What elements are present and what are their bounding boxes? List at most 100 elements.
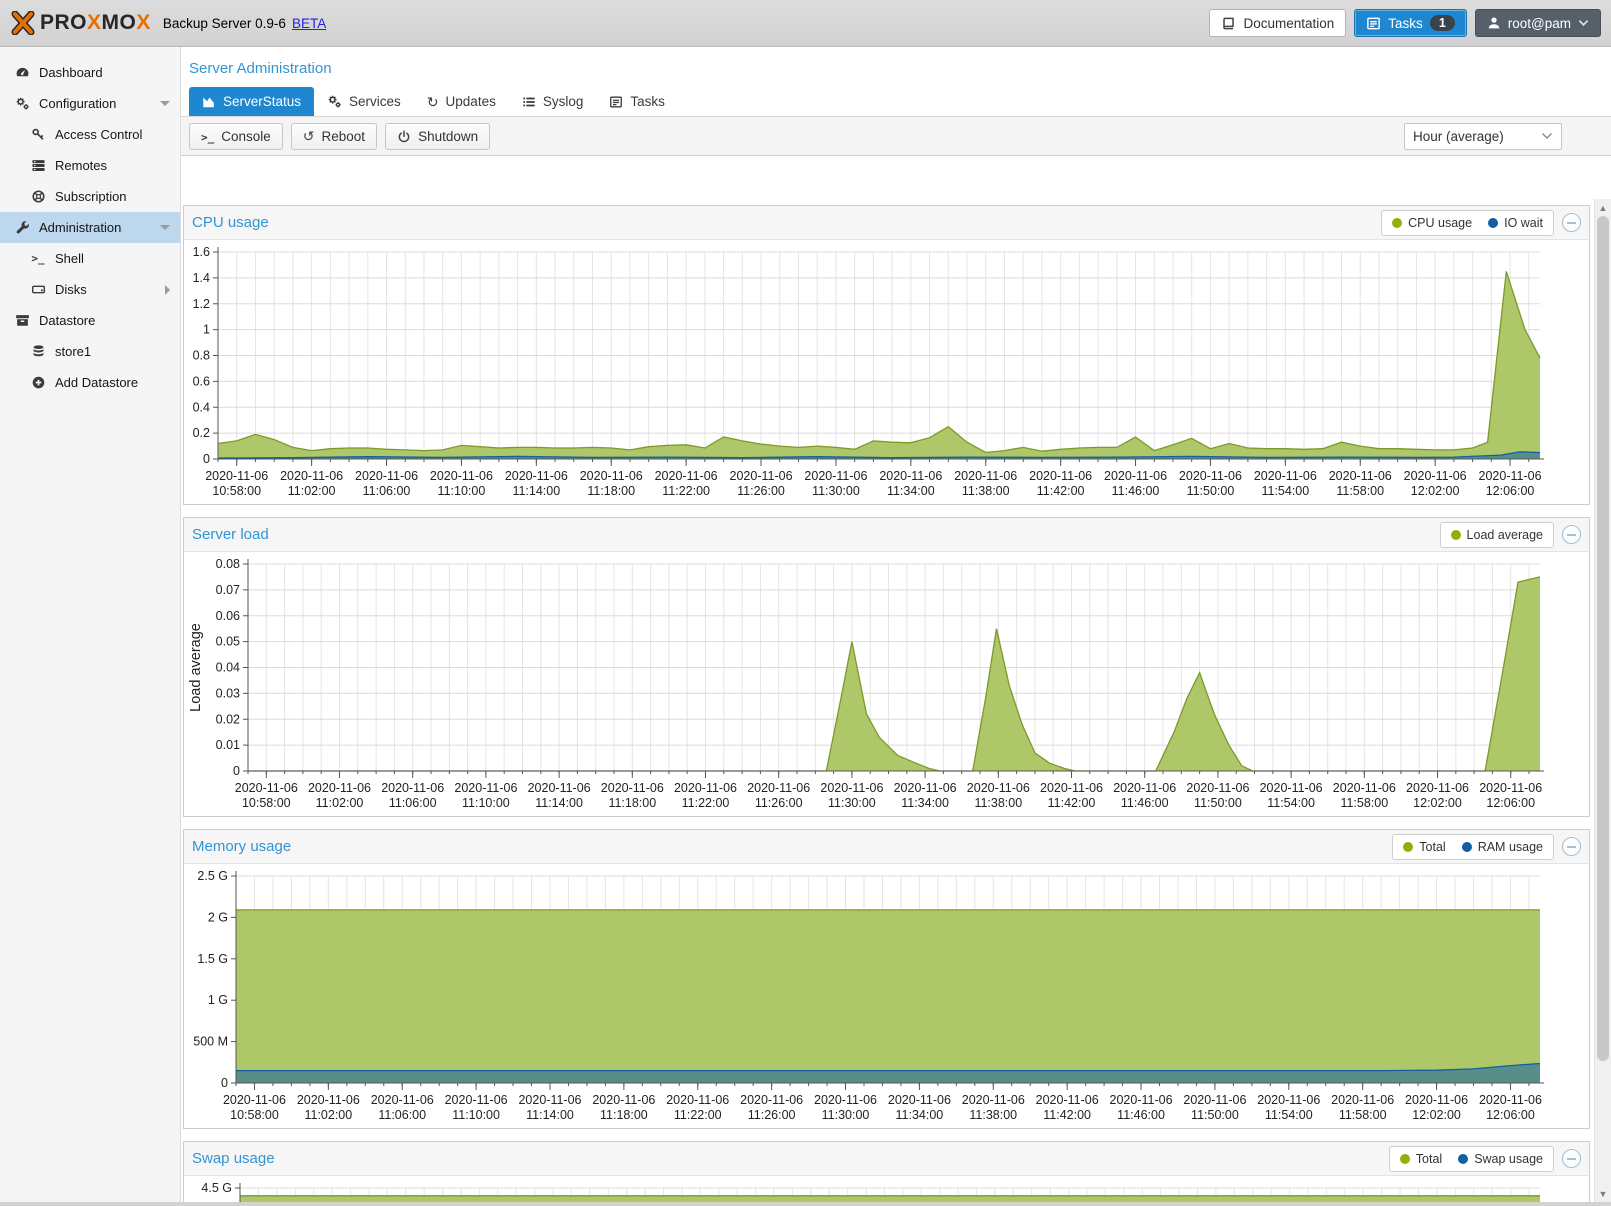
undo-icon: ↺ xyxy=(302,128,315,144)
svg-text:2020-11-06: 2020-11-06 xyxy=(1479,1093,1542,1107)
memory-usage-panel: Memory usage Total RAM usage 0 500 M 1 G 1.… xyxy=(183,829,1590,1129)
svg-text:11:50:00: 11:50:00 xyxy=(1191,1108,1239,1122)
svg-text:11:06:00: 11:06:00 xyxy=(363,484,411,498)
proxmox-x-icon xyxy=(11,11,35,35)
svg-text:0: 0 xyxy=(221,1076,228,1090)
sidebar-item-store1[interactable]: store1 xyxy=(0,336,180,367)
plus-circle-icon xyxy=(28,375,48,390)
terminal-icon: >_ xyxy=(31,252,45,265)
tab-services[interactable]: Services xyxy=(314,87,414,116)
svg-text:2020-11-06: 2020-11-06 xyxy=(1104,469,1167,483)
svg-text:2020-11-06: 2020-11-06 xyxy=(674,781,737,795)
sidebar-item-subscription[interactable]: Subscription xyxy=(0,181,180,212)
svg-text:2020-11-06: 2020-11-06 xyxy=(954,469,1017,483)
svg-text:2020-11-06: 2020-11-06 xyxy=(1183,1093,1246,1107)
svg-text:2020-11-06: 2020-11-06 xyxy=(666,1093,729,1107)
svg-text:12:02:00: 12:02:00 xyxy=(1412,1108,1461,1122)
tab-syslog[interactable]: Syslog xyxy=(509,87,597,116)
tab-updates[interactable]: ↻ Updates xyxy=(426,93,496,110)
legend-total[interactable]: Total xyxy=(1403,840,1446,854)
beta-link[interactable]: BETA xyxy=(291,15,327,31)
life-ring-icon xyxy=(28,189,48,204)
vertical-scrollbar[interactable]: ▲ ▼ xyxy=(1594,199,1611,1202)
svg-text:2020-11-06: 2020-11-06 xyxy=(894,781,957,795)
svg-text:0.07: 0.07 xyxy=(216,583,240,597)
svg-text:1 G: 1 G xyxy=(208,993,228,1007)
sidebar-item-access-control[interactable]: Access Control xyxy=(0,119,180,150)
svg-text:2020-11-06: 2020-11-06 xyxy=(1040,781,1103,795)
shutdown-button[interactable]: Shutdown xyxy=(385,122,491,150)
svg-text:2020-11-06: 2020-11-06 xyxy=(223,1093,286,1107)
scroll-up-arrow[interactable]: ▲ xyxy=(1598,202,1608,213)
user-icon xyxy=(1488,17,1500,29)
sidebar-item-remotes[interactable]: Remotes xyxy=(0,150,180,181)
sidebar-item-administration[interactable]: Administration xyxy=(0,212,180,243)
svg-text:2020-11-06: 2020-11-06 xyxy=(235,781,298,795)
collapse-arrow-icon[interactable] xyxy=(160,225,170,230)
svg-text:2020-11-06: 2020-11-06 xyxy=(1110,1093,1173,1107)
svg-text:2020-11-06: 2020-11-06 xyxy=(518,1093,581,1107)
svg-text:2020-11-06: 2020-11-06 xyxy=(879,469,942,483)
series-dot xyxy=(1392,217,1403,228)
svg-text:2020-11-06: 2020-11-06 xyxy=(355,469,418,483)
collapse-panel-icon[interactable] xyxy=(1562,1149,1581,1168)
svg-text:2020-11-06: 2020-11-06 xyxy=(740,1093,803,1107)
svg-text:2020-11-06: 2020-11-06 xyxy=(1405,1093,1468,1107)
legend-cpu-usage[interactable]: CPU usage xyxy=(1392,216,1472,230)
server-load-panel: Server load Load average 0 0.01 0.02 0.03 0.… xyxy=(183,517,1590,817)
list-icon xyxy=(523,97,535,106)
collapse-panel-icon[interactable] xyxy=(1562,213,1581,232)
console-button[interactable]: >_ Console xyxy=(189,122,283,150)
app-header: PRO X MO X Backup Server 0.9-6 BETA Documen… xyxy=(0,0,1611,47)
tachometer-icon xyxy=(12,65,32,80)
sidebar-item-configuration[interactable]: Configuration xyxy=(0,88,180,119)
svg-text:11:54:00: 11:54:00 xyxy=(1267,796,1315,810)
svg-text:2020-11-06: 2020-11-06 xyxy=(580,469,643,483)
collapse-panel-icon[interactable] xyxy=(1562,525,1581,544)
proxmox-wordmark: PRO X MO X xyxy=(40,11,151,34)
sidebar-item-add-datastore[interactable]: Add Datastore xyxy=(0,367,180,398)
svg-text:12:06:00: 12:06:00 xyxy=(1486,796,1535,810)
user-menu-button[interactable]: root@pam xyxy=(1474,9,1601,37)
svg-text:11:14:00: 11:14:00 xyxy=(526,1108,574,1122)
scroll-down-arrow[interactable]: ▼ xyxy=(1598,1188,1608,1199)
svg-text:2.5 G: 2.5 G xyxy=(197,869,228,883)
svg-text:11:14:00: 11:14:00 xyxy=(535,796,583,810)
svg-text:2020-11-06: 2020-11-06 xyxy=(1179,469,1242,483)
svg-text:12:02:00: 12:02:00 xyxy=(1411,484,1460,498)
series-dot xyxy=(1450,529,1461,540)
sidebar-item-shell[interactable]: >_ Shell xyxy=(0,243,180,274)
collapse-arrow-icon[interactable] xyxy=(160,101,170,106)
series-dot xyxy=(1461,841,1472,852)
svg-text:2020-11-06: 2020-11-06 xyxy=(967,781,1030,795)
svg-text:11:42:00: 11:42:00 xyxy=(1048,796,1096,810)
sidebar-item-datastore[interactable]: Datastore xyxy=(0,305,180,336)
documentation-button[interactable]: Documentation xyxy=(1209,9,1347,37)
sidebar-item-disks[interactable]: Disks xyxy=(0,274,180,305)
wrench-icon xyxy=(12,220,32,235)
legend-ram-usage[interactable]: RAM usage xyxy=(1461,840,1543,854)
legend-swap-usage[interactable]: Swap usage xyxy=(1458,1152,1543,1166)
svg-text:2020-11-06: 2020-11-06 xyxy=(1333,781,1396,795)
tab-serverstatus[interactable]: ServerStatus xyxy=(189,87,315,116)
area-chart-icon xyxy=(203,96,214,107)
sidebar-item-dashboard[interactable]: Dashboard xyxy=(0,57,180,88)
gears-icon xyxy=(12,96,32,111)
legend-load-average[interactable]: Load average xyxy=(1450,528,1543,542)
reboot-button[interactable]: ↺ Reboot xyxy=(290,122,378,150)
svg-text:11:46:00: 11:46:00 xyxy=(1121,796,1169,810)
collapse-panel-icon[interactable] xyxy=(1562,837,1581,856)
scrollbar-thumb[interactable] xyxy=(1597,216,1609,1061)
legend-total[interactable]: Total xyxy=(1399,1152,1442,1166)
tasks-button[interactable]: Tasks 1 xyxy=(1354,9,1467,37)
svg-text:12:02:00: 12:02:00 xyxy=(1413,796,1462,810)
svg-text:2020-11-06: 2020-11-06 xyxy=(371,1093,434,1107)
legend-io-wait[interactable]: IO wait xyxy=(1488,216,1543,230)
svg-text:10:58:00: 10:58:00 xyxy=(230,1108,279,1122)
svg-text:2020-11-06: 2020-11-06 xyxy=(1479,781,1542,795)
sidebar: Dashboard Configuration Access Control xyxy=(0,47,181,1206)
tab-tasks[interactable]: Tasks xyxy=(596,87,678,116)
timeframe-select[interactable]: Hour (average) xyxy=(1404,122,1562,150)
svg-text:11:22:00: 11:22:00 xyxy=(662,484,710,498)
svg-text:11:26:00: 11:26:00 xyxy=(748,1108,796,1122)
